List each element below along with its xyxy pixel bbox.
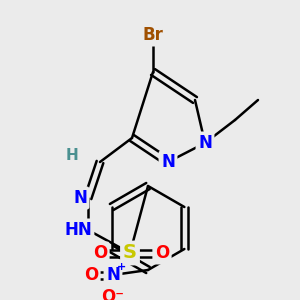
Text: Br: Br [142, 26, 164, 44]
Text: N: N [106, 266, 120, 284]
Text: HN: HN [64, 221, 92, 239]
Text: N: N [73, 189, 87, 207]
Text: N: N [198, 134, 212, 152]
Text: H: H [66, 148, 78, 163]
Text: N: N [161, 153, 175, 171]
Text: +: + [116, 262, 126, 272]
Text: S: S [123, 244, 137, 262]
Text: O: O [93, 244, 107, 262]
Text: O: O [84, 266, 98, 284]
Text: O: O [155, 244, 169, 262]
Text: O⁻: O⁻ [101, 288, 124, 300]
